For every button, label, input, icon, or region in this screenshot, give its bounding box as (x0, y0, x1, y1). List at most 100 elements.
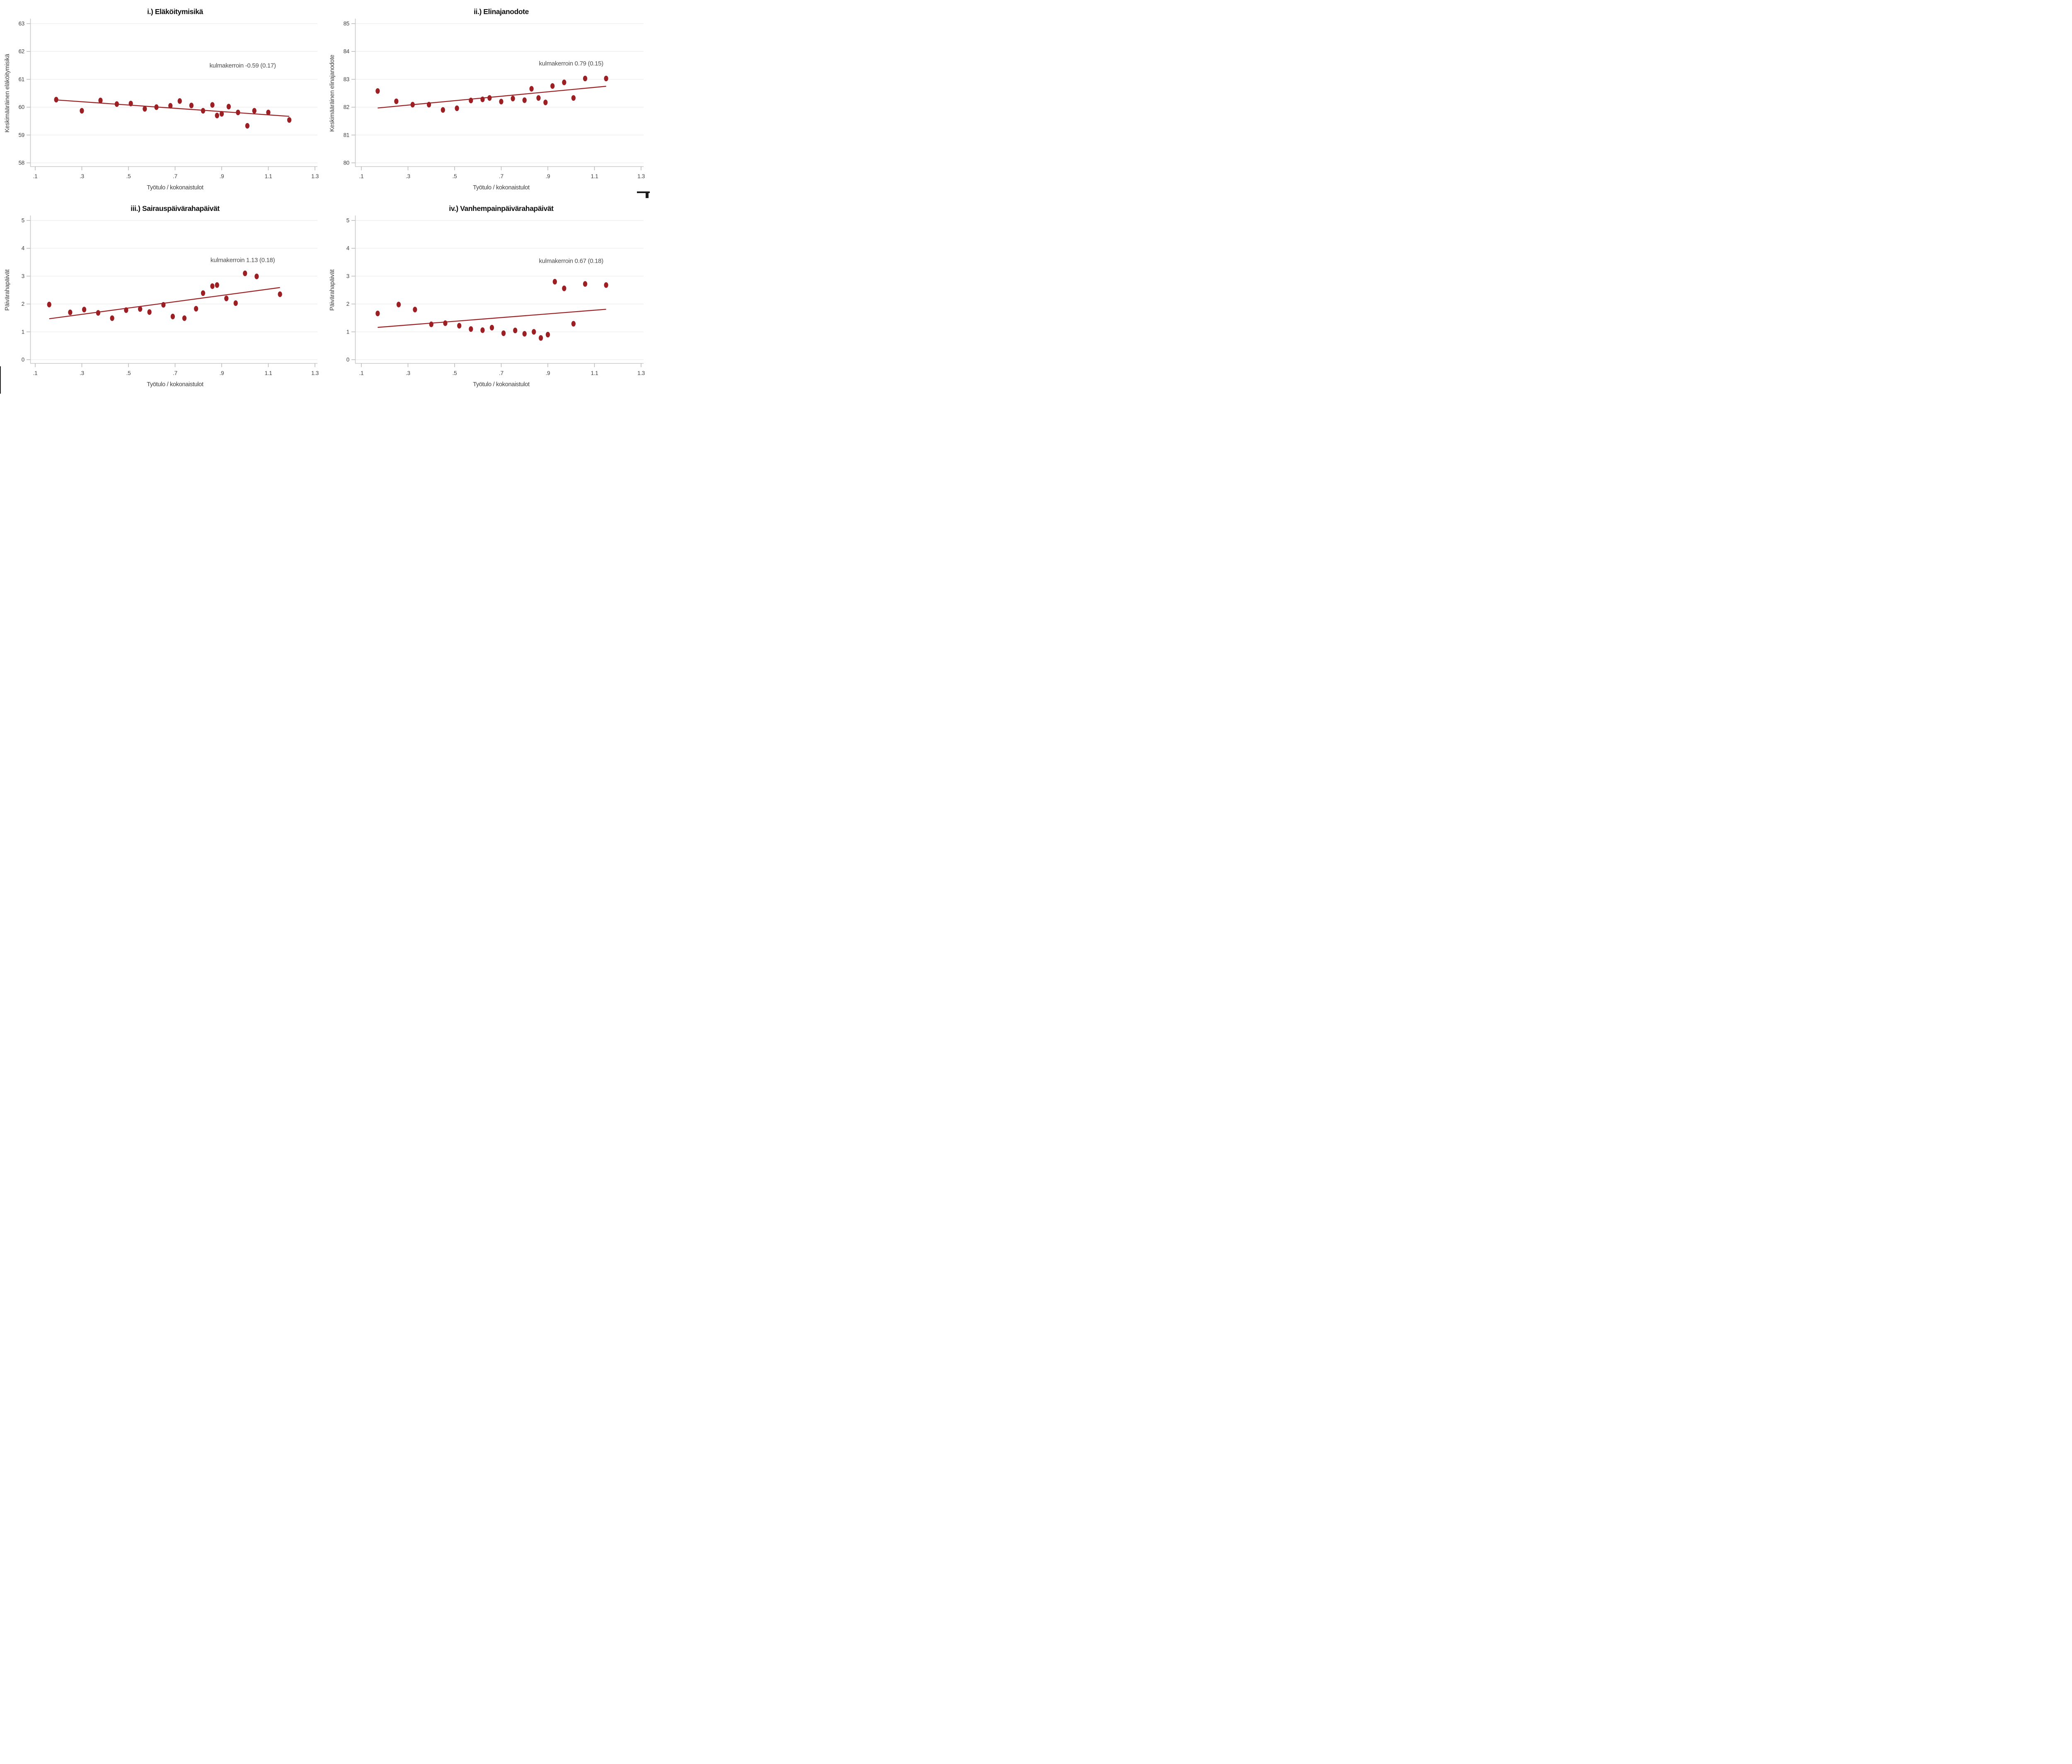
y-tick-labels: 0 1 2 3 4 5 (346, 218, 350, 363)
tick-marks (351, 23, 641, 170)
data-point (287, 117, 292, 123)
y-axis-label: Päivärahapäivät (329, 269, 336, 311)
data-point (571, 95, 576, 101)
data-point (215, 112, 219, 119)
data-point (441, 107, 445, 113)
data-point (455, 105, 459, 111)
data-point (487, 95, 492, 101)
data-point (427, 102, 431, 108)
y-axis-label: Päivärahapäivät (4, 269, 11, 311)
data-point (226, 104, 231, 110)
data-point (243, 270, 247, 276)
data-point (154, 104, 159, 110)
data-point (96, 310, 100, 316)
tick-marks (27, 23, 315, 170)
x-tick-label: .1 (359, 370, 364, 376)
x-tick-label: .1 (359, 173, 364, 179)
data-point (219, 111, 224, 117)
data-point (499, 99, 503, 104)
data-point (469, 326, 473, 332)
data-point (47, 302, 51, 307)
data-point (583, 281, 588, 287)
y-tick-label: 82 (344, 104, 349, 110)
scatter-points (375, 279, 608, 341)
data-point (254, 273, 259, 279)
data-point (210, 102, 215, 108)
data-point (182, 315, 187, 321)
data-point (236, 109, 240, 116)
slope-annotation: kulmakerroin 0.79 (0.15) (539, 60, 604, 67)
x-tick-label: .3 (80, 370, 84, 376)
x-tick-label: .9 (220, 173, 224, 179)
x-tick-label: .7 (499, 173, 503, 179)
y-tick-label: 60 (19, 104, 24, 110)
data-point (457, 323, 462, 329)
fit-line (378, 309, 606, 328)
y-tick-label: 2 (346, 301, 349, 307)
data-point (562, 286, 566, 291)
x-tick-label: .9 (546, 173, 550, 179)
y-tick-labels: 80 81 82 83 84 85 (344, 21, 350, 166)
data-point (252, 108, 257, 114)
panel-elinajanodote: .1 .3 .5 .7 .9 1.1 1.3 80 81 82 83 84 85 ii.) Elina… (329, 7, 645, 191)
data-point (536, 95, 541, 101)
data-point (147, 309, 152, 315)
x-tick-label: .5 (126, 173, 131, 179)
x-axis-label: Työtulo / kokonaistulot (473, 184, 530, 191)
y-tick-label: 0 (22, 357, 24, 363)
x-tick-label: .1 (33, 370, 38, 376)
edge-artifact-left-line (0, 366, 1, 394)
x-tick-label: 1.1 (591, 173, 598, 179)
data-point (168, 103, 173, 109)
data-point (522, 97, 527, 103)
data-point (583, 75, 588, 82)
data-point (201, 290, 206, 296)
data-point (82, 307, 87, 312)
slope-annotation: kulmakerroin 0.67 (0.18) (539, 257, 604, 264)
tick-marks (27, 220, 315, 367)
y-tick-labels: 58 59 60 61 62 63 (19, 21, 25, 166)
x-tick-label: 1.3 (311, 370, 319, 376)
data-point (413, 307, 417, 312)
x-tick-label: 1.3 (637, 173, 645, 179)
y-axis-label: Keskimääräinen eläköitymisikä (4, 53, 11, 133)
fit-line (378, 86, 606, 109)
data-point (68, 309, 73, 315)
data-point (224, 295, 229, 301)
data-point (210, 283, 215, 289)
panel-vanhempainpaivarahapaivat: .1 .3 .5 .7 .9 1.1 1.3 0 1 2 3 4 5 iv.) Vanhempainp… (329, 204, 645, 388)
x-axis-label: Työtulo / kokonaistulot (473, 381, 530, 388)
x-tick-label: .7 (499, 370, 503, 376)
x-tick-label: .5 (453, 173, 457, 179)
data-point (550, 83, 555, 89)
x-tick-label: 1.1 (265, 370, 272, 376)
data-point (604, 282, 608, 288)
y-tick-label: 58 (19, 160, 24, 166)
x-tick-label: 1.1 (265, 173, 272, 179)
y-tick-label: 63 (19, 21, 24, 27)
data-point (396, 302, 401, 307)
y-tick-label: 84 (344, 48, 350, 55)
data-point (429, 321, 433, 327)
y-tick-label: 85 (344, 21, 349, 27)
data-point (539, 335, 543, 341)
y-tick-label: 83 (344, 76, 349, 82)
y-tick-label: 5 (22, 218, 24, 224)
data-point (511, 95, 515, 102)
x-tick-label: .9 (220, 370, 224, 376)
data-point (233, 300, 238, 306)
data-point (529, 86, 534, 92)
fit-line (56, 99, 290, 117)
axis-lines (355, 19, 644, 167)
y-tick-label: 61 (19, 76, 24, 82)
figure-scatter-grid: .1.3.5.7.9 1.1 1.3 58 59 60 61 62 63 i.) Eläköi… (0, 0, 650, 394)
data-point (266, 109, 271, 116)
gridlines (355, 23, 644, 163)
x-tick-label: .5 (126, 370, 131, 376)
data-point (375, 88, 380, 94)
x-tick-label: 1.3 (637, 370, 645, 376)
x-tick-label: .3 (406, 370, 410, 376)
y-tick-label: 2 (22, 301, 24, 307)
gridlines (355, 220, 644, 360)
x-tick-label: .9 (546, 370, 550, 376)
